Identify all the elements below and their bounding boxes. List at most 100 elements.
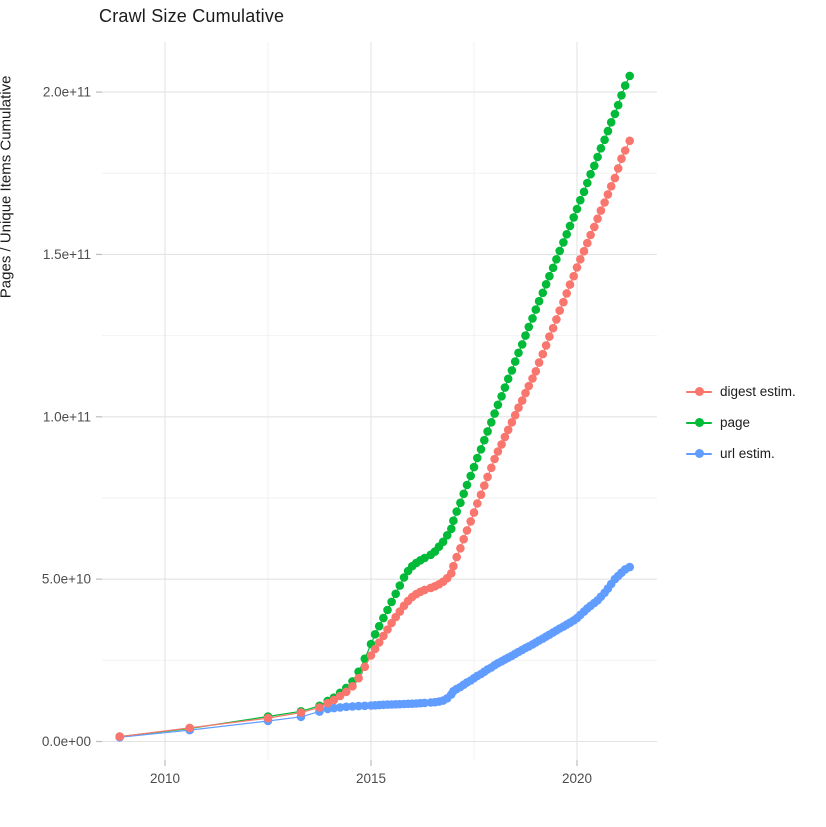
legend: digest estim. page url estim. bbox=[686, 376, 822, 469]
data-point bbox=[590, 161, 599, 171]
data-point bbox=[524, 322, 534, 332]
data-point bbox=[545, 271, 554, 281]
data-point bbox=[507, 418, 517, 427]
data-point bbox=[296, 708, 306, 717]
data-point bbox=[510, 410, 520, 420]
data-point bbox=[483, 427, 492, 436]
data-point bbox=[383, 605, 392, 615]
data-point bbox=[613, 164, 623, 173]
data-point bbox=[480, 481, 489, 490]
data-point bbox=[469, 508, 479, 517]
data-point bbox=[545, 332, 554, 341]
data-point bbox=[521, 331, 530, 340]
y-tick-label: 1.5e+11 bbox=[43, 247, 91, 262]
data-point bbox=[562, 289, 571, 298]
data-point bbox=[559, 297, 568, 307]
legend-item-page: page bbox=[686, 407, 822, 438]
data-point bbox=[531, 305, 541, 314]
y-tick-label: 1.0e+11 bbox=[43, 409, 91, 424]
legend-key-url-estim-icon bbox=[686, 449, 712, 459]
data-point bbox=[490, 454, 499, 464]
data-point bbox=[452, 552, 462, 562]
data-point bbox=[534, 358, 544, 367]
data-point bbox=[452, 507, 462, 516]
data-point bbox=[480, 435, 489, 445]
data-point bbox=[517, 396, 527, 405]
data-point bbox=[395, 581, 405, 590]
data-point bbox=[342, 687, 351, 697]
data-point bbox=[500, 383, 510, 392]
data-point bbox=[528, 314, 537, 323]
data-point bbox=[473, 453, 482, 463]
data-point bbox=[370, 644, 380, 654]
data-point bbox=[552, 315, 561, 324]
data-point bbox=[507, 366, 517, 375]
minor-gridlines bbox=[102, 42, 657, 760]
data-point bbox=[115, 732, 124, 741]
y-tick-label: 0.0e+00 bbox=[42, 734, 91, 749]
data-point bbox=[473, 499, 482, 508]
data-point bbox=[569, 271, 578, 281]
data-point bbox=[315, 703, 324, 712]
data-point bbox=[399, 573, 409, 582]
data-point bbox=[610, 173, 620, 183]
data-point bbox=[603, 190, 613, 199]
data-point bbox=[370, 630, 380, 639]
data-point bbox=[497, 440, 506, 449]
data-point bbox=[524, 381, 534, 391]
data-point bbox=[625, 136, 634, 146]
data-point bbox=[531, 367, 541, 376]
x-tick-label: 2010 bbox=[150, 771, 180, 786]
data-point bbox=[487, 463, 496, 473]
data-point bbox=[354, 673, 363, 683]
data-point bbox=[590, 222, 599, 232]
data-point bbox=[329, 695, 339, 705]
series-digest-estim bbox=[115, 136, 634, 741]
data-point bbox=[541, 280, 551, 289]
data-point bbox=[456, 544, 465, 553]
data-point bbox=[466, 517, 476, 526]
data-point bbox=[620, 146, 630, 155]
data-point bbox=[510, 357, 520, 366]
data-point bbox=[348, 682, 357, 691]
data-point bbox=[625, 71, 634, 81]
data-point bbox=[360, 662, 370, 672]
data-point bbox=[565, 221, 575, 231]
data-point bbox=[490, 409, 499, 418]
data-point bbox=[366, 651, 376, 660]
data-point bbox=[603, 126, 613, 136]
legend-key-digest-estim-icon bbox=[686, 387, 712, 397]
data-point bbox=[576, 254, 585, 264]
data-point bbox=[476, 445, 486, 454]
data-point bbox=[374, 638, 384, 647]
data-point bbox=[613, 100, 623, 110]
data-point bbox=[617, 154, 626, 163]
data-point bbox=[420, 698, 429, 708]
data-point bbox=[552, 254, 561, 264]
y-tick-label: 2.0e+11 bbox=[43, 85, 91, 100]
data-point bbox=[438, 537, 448, 547]
y-tick-labels: 0.0e+00 5.0e+10 1.0e+11 1.5e+11 2.0e+11 bbox=[42, 85, 91, 749]
data-point bbox=[617, 91, 626, 100]
data-point bbox=[456, 498, 465, 508]
data-point bbox=[572, 263, 582, 272]
data-point bbox=[483, 472, 492, 482]
data-point bbox=[493, 447, 503, 456]
series-page bbox=[115, 71, 634, 741]
data-point bbox=[503, 374, 513, 384]
x-tick-labels: 2010 2015 2020 bbox=[150, 771, 592, 786]
legend-item-digest-estim: digest estim. bbox=[686, 376, 822, 407]
legend-label: digest estim. bbox=[720, 384, 796, 399]
data-point bbox=[360, 701, 370, 711]
data-point bbox=[559, 238, 568, 247]
data-point bbox=[263, 713, 273, 723]
data-point bbox=[596, 206, 606, 215]
data-point bbox=[538, 349, 548, 359]
data-point bbox=[596, 144, 606, 153]
data-point bbox=[538, 288, 548, 298]
data-point bbox=[586, 230, 595, 240]
data-point bbox=[562, 230, 571, 239]
data-point bbox=[579, 246, 589, 256]
data-point bbox=[329, 703, 339, 713]
data-point bbox=[610, 109, 620, 119]
